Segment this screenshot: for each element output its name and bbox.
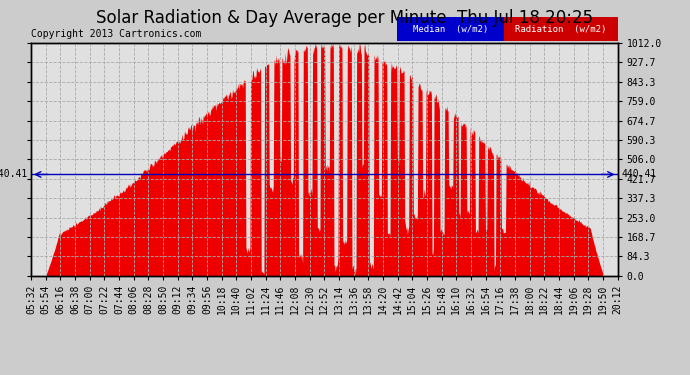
Text: Radiation  (w/m2): Radiation (w/m2) [515, 25, 607, 34]
Text: Median  (w/m2): Median (w/m2) [413, 25, 488, 34]
Bar [397, 17, 504, 41]
Text: Solar Radiation & Day Average per Minute  Thu Jul 18 20:25: Solar Radiation & Day Average per Minute… [97, 9, 593, 27]
Bar [504, 17, 618, 41]
Text: 440.41: 440.41 [0, 170, 28, 180]
Text: Copyright 2013 Cartronics.com: Copyright 2013 Cartronics.com [31, 29, 201, 39]
Text: 440.41: 440.41 [621, 170, 656, 180]
